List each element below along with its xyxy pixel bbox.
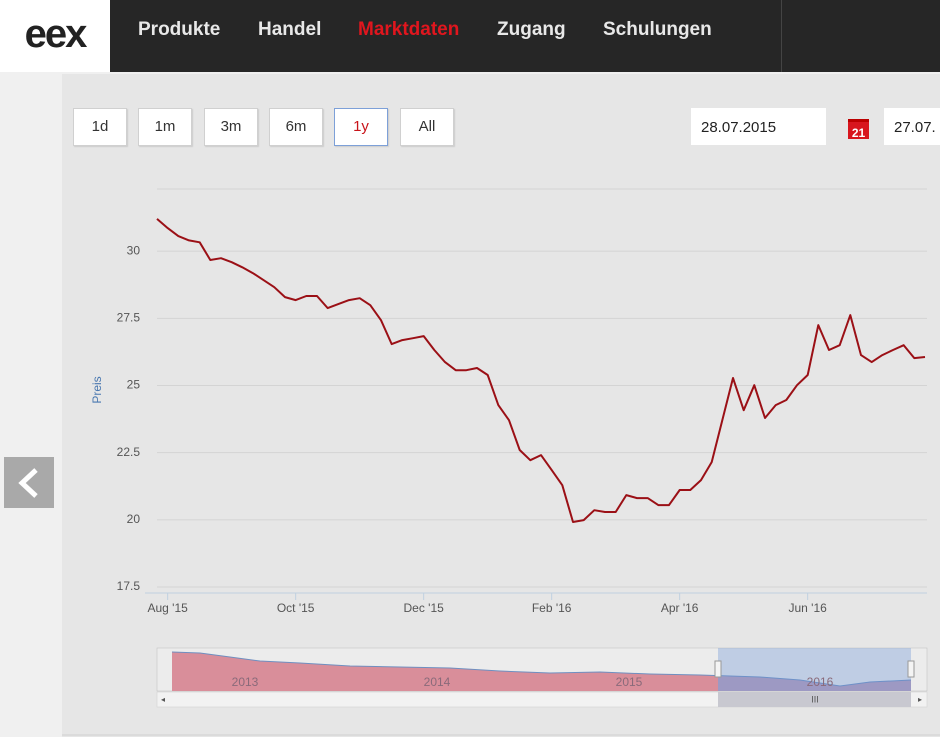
scroll-grip: III (811, 694, 819, 704)
logo[interactable]: eex (0, 0, 110, 72)
nav-item[interactable]: Schulungen (603, 19, 712, 40)
navigator-area-selected (718, 676, 911, 691)
nav-item[interactable]: Zugang (497, 19, 566, 40)
date-to[interactable]: 27.07. (884, 108, 940, 145)
price-line (156, 218, 926, 523)
header: eex (0, 0, 940, 72)
y-tick-label: 25 (127, 378, 141, 392)
x-tick-label: Dec '15 (404, 601, 445, 615)
navigator-label: 2016 (807, 675, 834, 689)
main-panel (62, 74, 940, 737)
y-tick-label: 22.5 (117, 445, 141, 459)
navigator-label: 2015 (616, 675, 643, 689)
range-button[interactable]: 1y (334, 108, 388, 146)
navigator-label: 2014 (424, 675, 451, 689)
navigator-selection[interactable] (718, 648, 911, 691)
nav-item[interactable]: Produkte (138, 19, 221, 40)
y-tick-label: 17.5 (117, 579, 141, 593)
divider (781, 0, 782, 72)
calendar-icon[interactable]: 21 (848, 119, 869, 140)
x-tick-label: Apr '16 (661, 601, 699, 615)
date-from[interactable]: 28.07.2015 (691, 108, 826, 145)
x-tick-label: Jun '16 (789, 601, 828, 615)
navigator-area (172, 652, 718, 691)
scroll-left[interactable]: ◂ (161, 695, 165, 704)
navigator-handle[interactable] (714, 660, 722, 678)
nav-bar (110, 0, 940, 72)
y-tick-label: 20 (127, 512, 141, 526)
navigator-line (171, 651, 912, 687)
scroll-right[interactable]: ▸ (918, 695, 922, 704)
range-button[interactable]: 3m (204, 108, 258, 146)
range-button[interactable]: 6m (269, 108, 323, 146)
y-axis-label: Preis (90, 376, 104, 403)
y-tick-label: 30 (127, 243, 141, 257)
back-arrow (18, 468, 38, 498)
range-button[interactable]: 1d (73, 108, 127, 146)
back-button[interactable] (4, 457, 54, 508)
x-tick-label: Oct '15 (277, 601, 315, 615)
x-tick-label: Aug '15 (148, 601, 189, 615)
nav-item[interactable]: Marktdaten (358, 19, 460, 40)
scrollbar-thumb[interactable] (718, 692, 911, 707)
x-tick-label: Feb '16 (532, 601, 572, 615)
y-tick-label: 27.5 (117, 311, 141, 325)
nav-item[interactable]: Handel (258, 19, 322, 40)
range-button[interactable]: All (400, 108, 454, 146)
navigator-handle[interactable] (907, 660, 915, 678)
navigator-label: 2013 (232, 675, 259, 689)
range-button[interactable]: 1m (138, 108, 192, 146)
